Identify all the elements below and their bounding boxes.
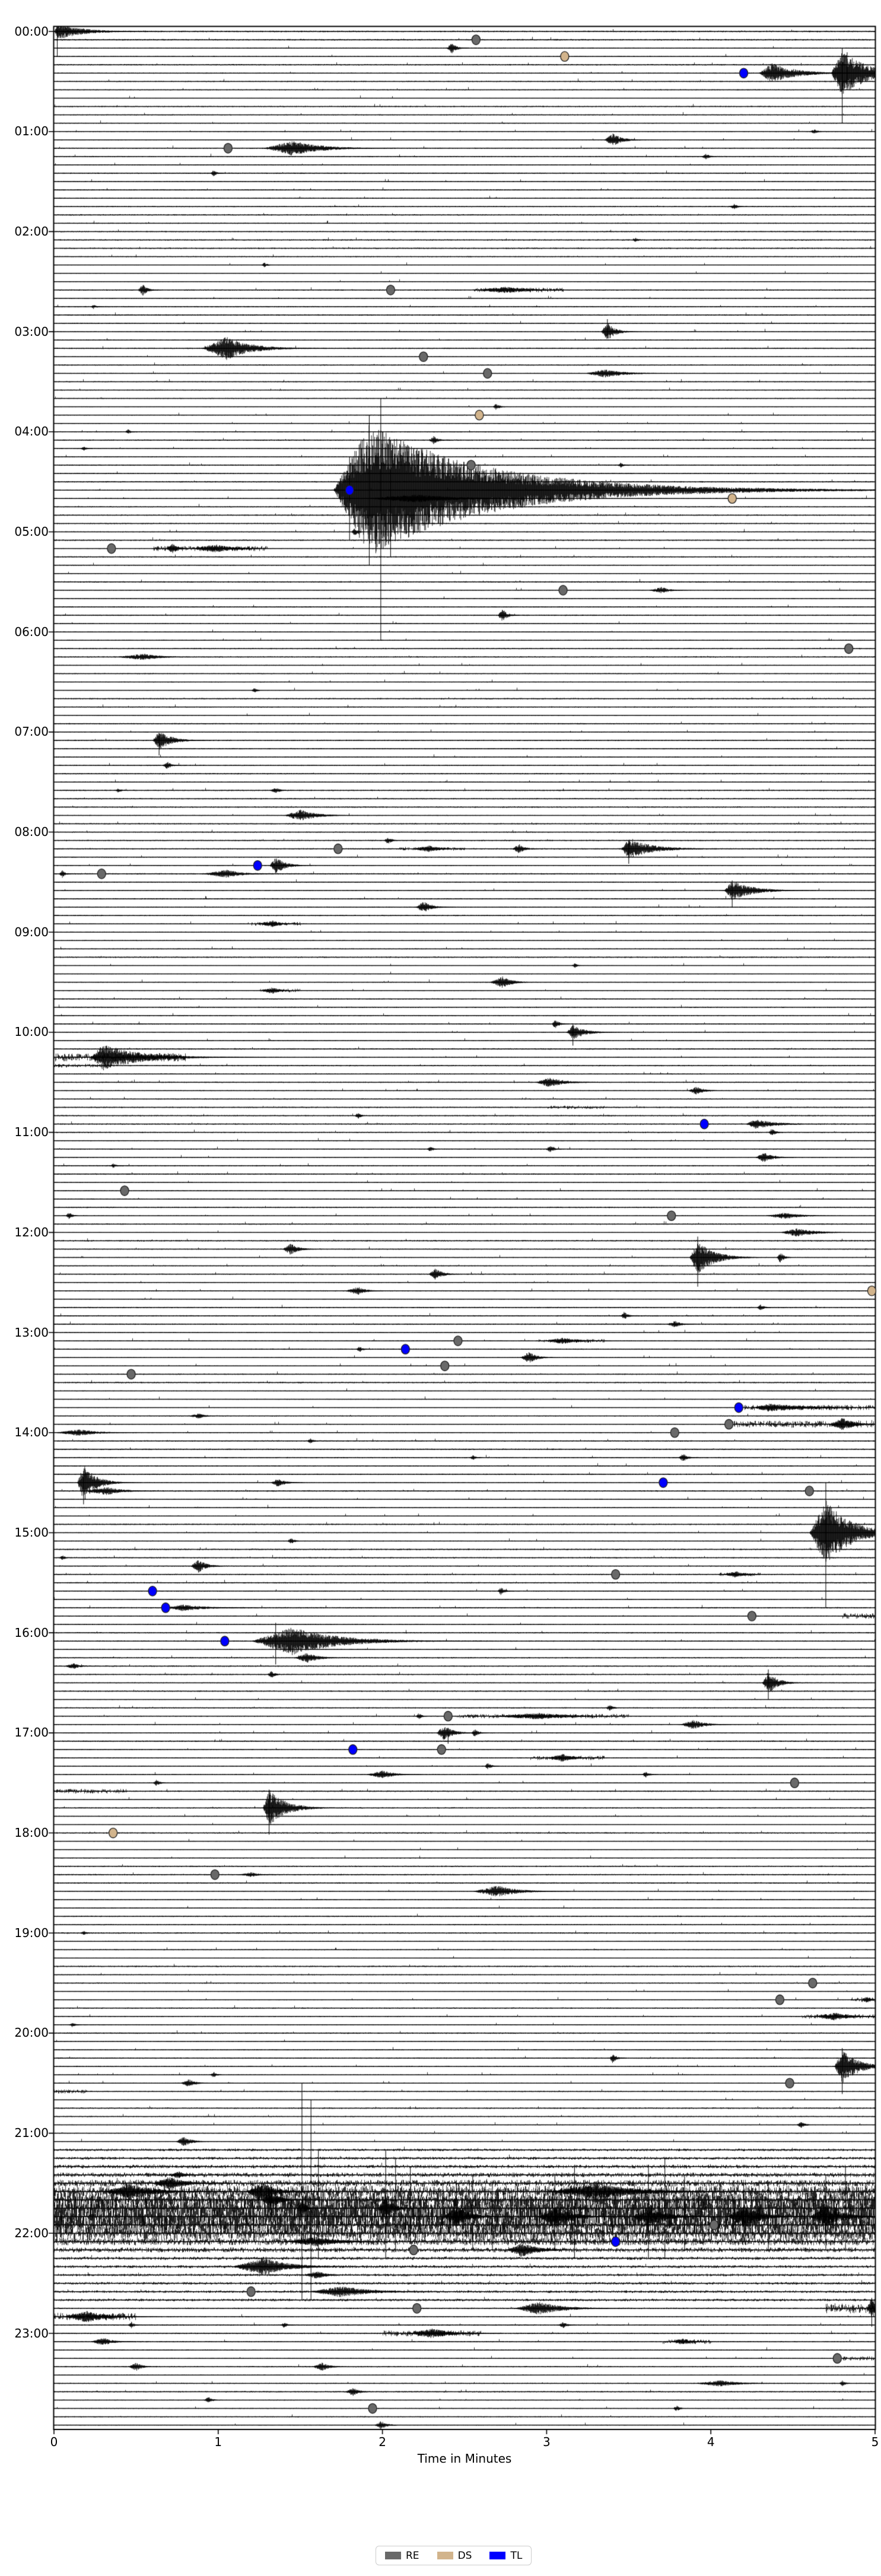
y-tick-label: 04:00 (14, 424, 49, 439)
x-tick-label: 2 (379, 2435, 386, 2449)
y-tick-label: 18:00 (14, 1826, 49, 1840)
x-tick-label: 3 (543, 2435, 551, 2449)
y-tick-label: 14:00 (14, 1425, 49, 1440)
y-tick-label: 15:00 (14, 1525, 49, 1540)
y-tick-label: 16:00 (14, 1625, 49, 1640)
x-tick-label: 5 (871, 2435, 879, 2449)
y-tick-label: 06:00 (14, 624, 49, 639)
y-tick-label: 21:00 (14, 2126, 49, 2141)
y-tick-label: 17:00 (14, 1725, 49, 1740)
legend-label-re: RE (406, 2549, 419, 2562)
legend-item-tl: TL (489, 2550, 522, 2562)
y-tick-label: 00:00 (14, 24, 49, 39)
legend-swatch-re-icon (385, 2552, 401, 2559)
x-tick-label: 1 (214, 2435, 222, 2449)
legend-label-tl: TL (510, 2549, 523, 2562)
legend-label-ds: DS (457, 2549, 472, 2562)
y-tick-label: 23:00 (14, 2326, 49, 2340)
legend-swatch-tl-icon (489, 2552, 506, 2559)
y-tick-label: 08:00 (14, 825, 49, 839)
y-tick-label: 03:00 (14, 324, 49, 339)
legend: RE DS TL (376, 2546, 532, 2565)
y-tick-label: 01:00 (14, 124, 49, 139)
y-tick-label: 13:00 (14, 1325, 49, 1340)
y-tick-label: 10:00 (14, 1025, 49, 1039)
x-axis-title: Time in Minutes (417, 2451, 512, 2466)
legend-item-ds: DS (437, 2550, 472, 2562)
legend-swatch-ds-icon (437, 2552, 453, 2559)
y-tick-label: 02:00 (14, 224, 49, 238)
x-tick-label: 0 (50, 2435, 58, 2449)
y-tick-label: 09:00 (14, 924, 49, 939)
y-tick-label: 07:00 (14, 724, 49, 739)
y-tick-label: 20:00 (14, 2025, 49, 2040)
y-tick-label: 22:00 (14, 2225, 49, 2240)
y-tick-label: 19:00 (14, 1925, 49, 1940)
legend-item-re: RE (385, 2550, 419, 2562)
y-tick-label: 05:00 (14, 524, 49, 539)
x-tick-label: 4 (707, 2435, 715, 2449)
y-tick-label: 11:00 (14, 1125, 49, 1140)
y-tick-label: 12:00 (14, 1225, 49, 1239)
